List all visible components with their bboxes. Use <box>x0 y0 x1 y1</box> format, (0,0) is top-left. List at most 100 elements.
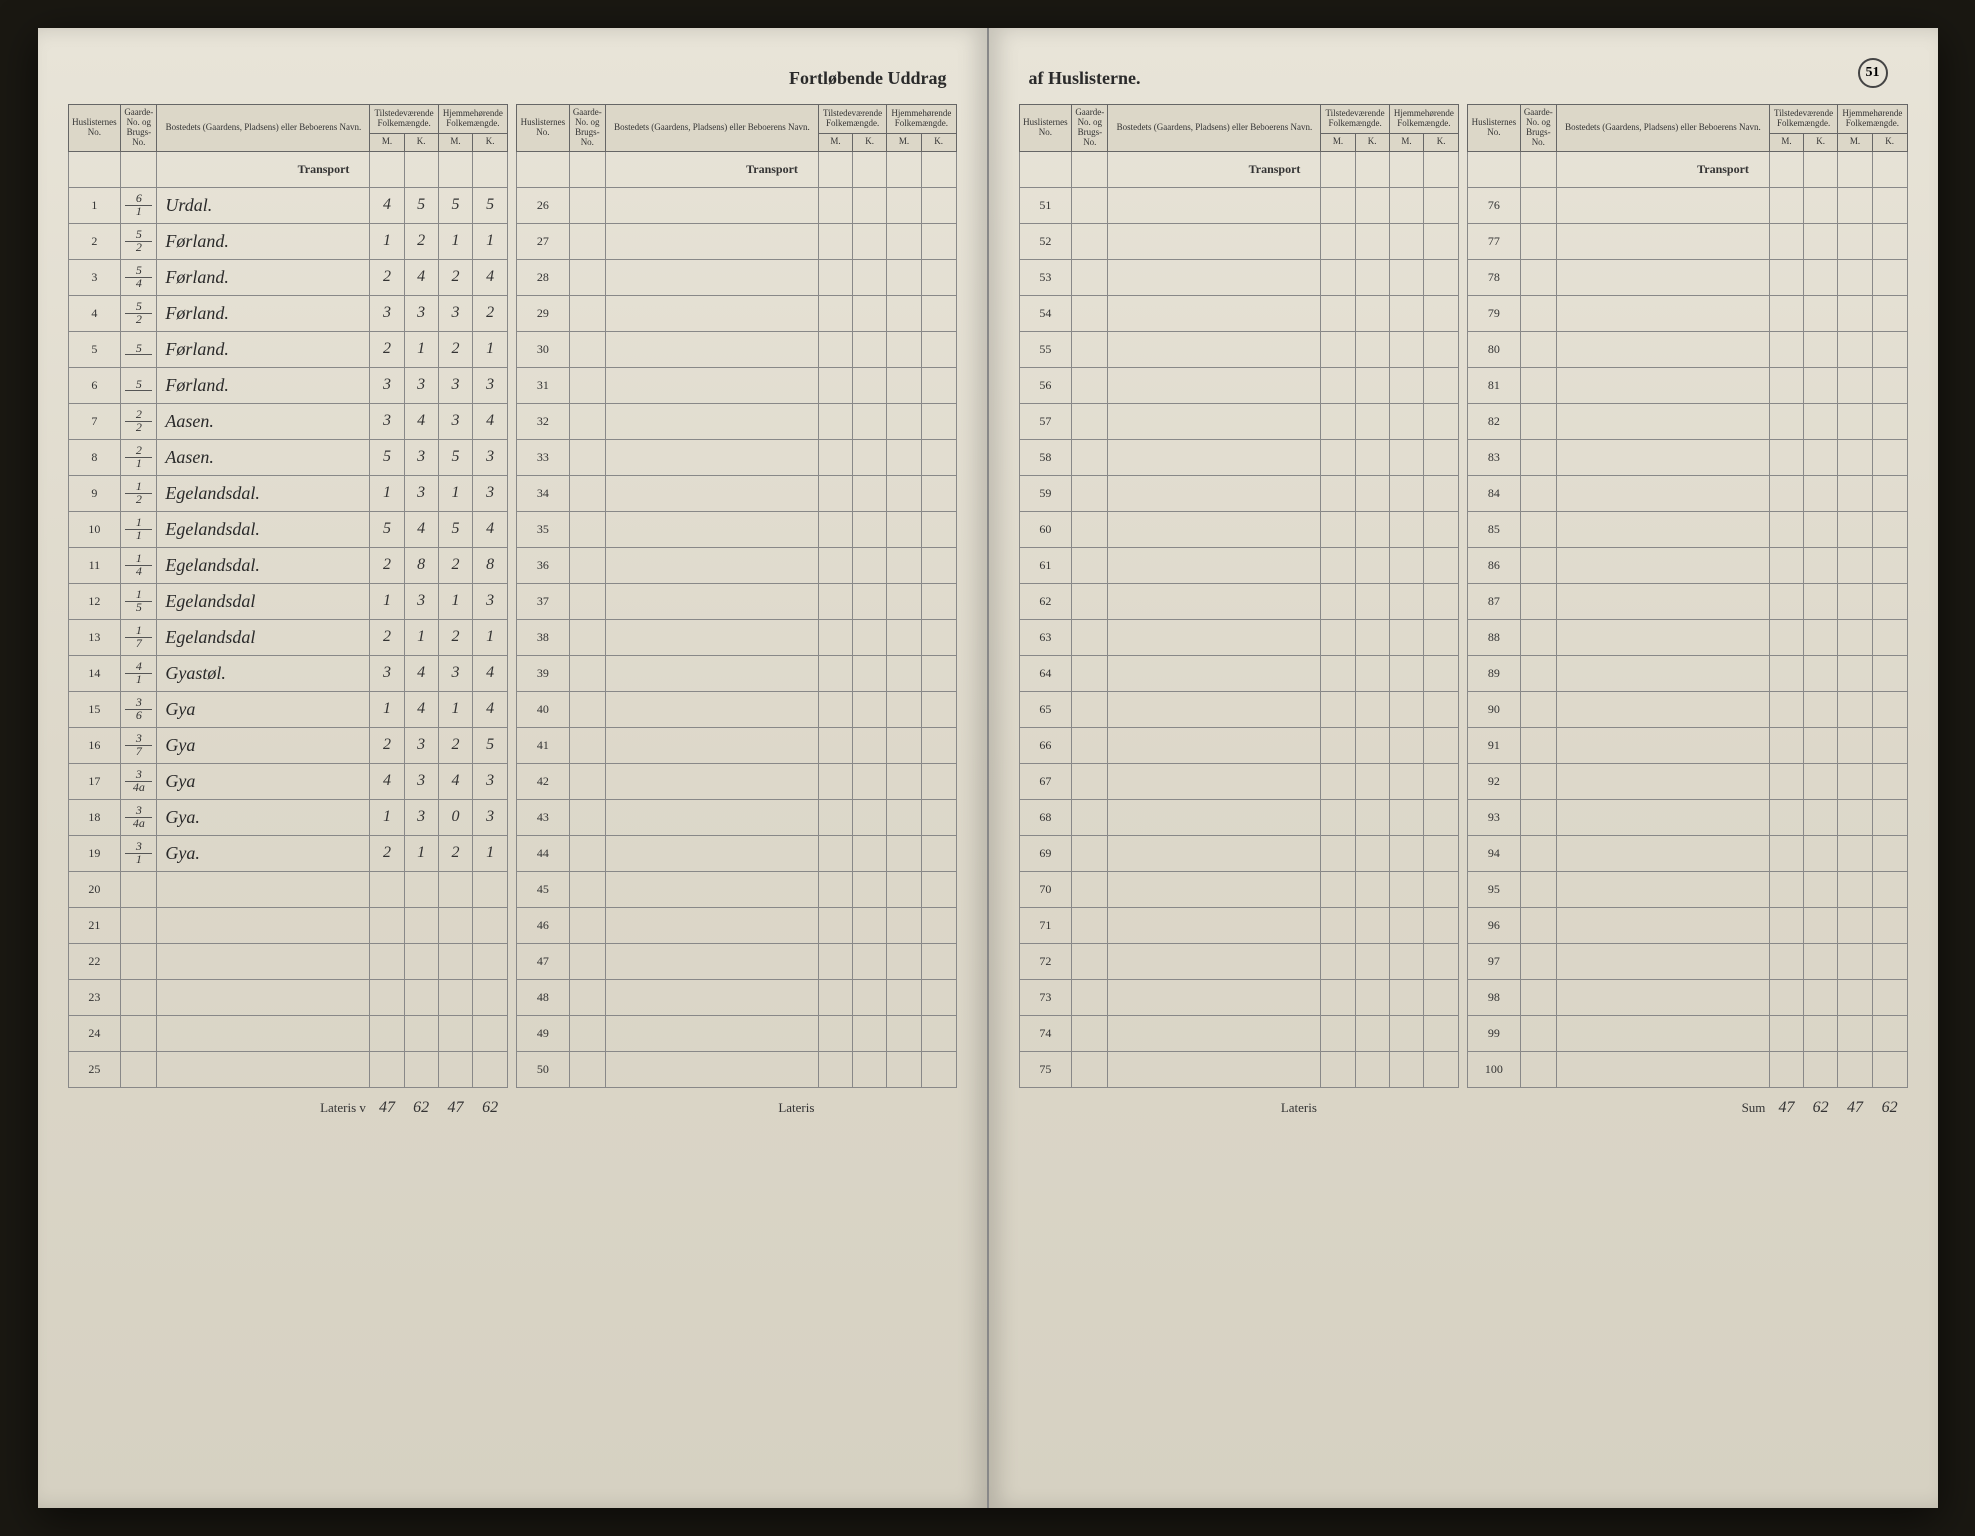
tilstede-k: 3 <box>404 367 438 403</box>
row-number: 65 <box>1019 691 1072 727</box>
ledger-table-4: Huslisternes No. Gaarde-No. og Brugs-No.… <box>1467 104 1908 1123</box>
col-gaarde: Gaarde-No. og Brugs-No. <box>1072 105 1108 152</box>
col-hjemme: Hjemmehørende Folkemængde. <box>1389 105 1458 134</box>
tilstede-k <box>404 1015 438 1051</box>
row-number: 46 <box>517 907 570 943</box>
row-number: 33 <box>517 439 570 475</box>
tilstede-k: 4 <box>404 511 438 547</box>
tilstede-k <box>404 907 438 943</box>
row-number: 10 <box>68 511 121 547</box>
hjemme-k: 5 <box>473 727 508 763</box>
table-row: 33 <box>517 439 957 475</box>
table-row: 31 <box>517 367 957 403</box>
table-row: 26 <box>517 187 957 223</box>
table-row: 24 <box>68 1015 508 1051</box>
table-row: 39 <box>517 655 957 691</box>
bosted-name: Førland. <box>157 295 370 331</box>
row-number: 87 <box>1468 583 1521 619</box>
hjemme-k: 3 <box>473 583 508 619</box>
bosted-name: Aasen. <box>157 403 370 439</box>
table-row: 13 17 Egelandsdal 2 1 2 1 <box>68 619 508 655</box>
col-tk: K. <box>1804 133 1838 151</box>
table-row: 49 <box>517 1015 957 1051</box>
bosted-name <box>157 979 370 1015</box>
gaarde-no: 34a <box>121 763 157 799</box>
tilstede-m: 5 <box>370 439 404 475</box>
table-row: 9 12 Egelandsdal. 1 3 1 3 <box>68 475 508 511</box>
hjemme-k: 1 <box>473 619 508 655</box>
row-number: 62 <box>1019 583 1072 619</box>
row-number: 32 <box>517 403 570 439</box>
bosted-name: Gya. <box>157 835 370 871</box>
tilstede-k: 3 <box>404 439 438 475</box>
transport-label: Transport <box>605 151 818 187</box>
col-hk: K. <box>1424 133 1459 151</box>
hjemme-k: 3 <box>473 763 508 799</box>
table-row: 55 <box>1019 331 1459 367</box>
tilstede-m: 1 <box>370 475 404 511</box>
col-bosted: Bostedets (Gaardens, Pladsens) eller Beb… <box>1108 105 1321 152</box>
hjemme-k: 4 <box>473 655 508 691</box>
row-number: 98 <box>1468 979 1521 1015</box>
gaarde-no <box>121 871 157 907</box>
table-row: 10 11 Egelandsdal. 5 4 5 4 <box>68 511 508 547</box>
gaarde-no: 61 <box>121 187 157 223</box>
table-row: 88 <box>1468 619 1908 655</box>
table-row: 23 <box>68 979 508 1015</box>
row-number: 6 <box>68 367 121 403</box>
ledger-table-3: Huslisternes No. Gaarde-No. og Brugs-No.… <box>1019 104 1460 1123</box>
hjemme-m <box>438 979 473 1015</box>
total-hk: 62 <box>473 1087 508 1123</box>
row-number: 24 <box>68 1015 121 1051</box>
row-number: 36 <box>517 547 570 583</box>
tilstede-m <box>370 1015 404 1051</box>
tilstede-m: 1 <box>370 223 404 259</box>
hjemme-m: 1 <box>438 223 473 259</box>
hjemme-m: 1 <box>438 691 473 727</box>
table-row: 57 <box>1019 403 1459 439</box>
row-number: 95 <box>1468 871 1521 907</box>
tilstede-k: 3 <box>404 583 438 619</box>
gaarde-no: 5 <box>121 367 157 403</box>
bosted-name: Førland. <box>157 367 370 403</box>
table-row: 66 <box>1019 727 1459 763</box>
table-row: 79 <box>1468 295 1908 331</box>
table-row: 1 61 Urdal. 4 5 5 5 <box>68 187 508 223</box>
table-row: 99 <box>1468 1015 1908 1051</box>
tilstede-m <box>370 871 404 907</box>
hjemme-m: 3 <box>438 655 473 691</box>
table-row: 14 41 Gyastøl. 3 4 3 4 <box>68 655 508 691</box>
row-number: 30 <box>517 331 570 367</box>
col-huslisternes: Huslisternes No. <box>68 105 121 152</box>
col-tilstede: Tilstedeværende Folkemængde. <box>1769 105 1837 134</box>
row-number: 7 <box>68 403 121 439</box>
hjemme-k: 4 <box>473 259 508 295</box>
row-number: 8 <box>68 439 121 475</box>
tilstede-m <box>370 943 404 979</box>
col-tk: K. <box>404 133 438 151</box>
row-number: 34 <box>517 475 570 511</box>
hjemme-m <box>438 907 473 943</box>
row-number: 17 <box>68 763 121 799</box>
table-row: 53 <box>1019 259 1459 295</box>
table-row: 19 31 Gya. 2 1 2 1 <box>68 835 508 871</box>
table-row: 100 <box>1468 1051 1908 1087</box>
table-row: 44 <box>517 835 957 871</box>
col-gaarde: Gaarde-No. og Brugs-No. <box>569 105 605 152</box>
tilstede-k: 4 <box>404 655 438 691</box>
bosted-name: Urdal. <box>157 187 370 223</box>
panel-1: Huslisternes No. Gaarde-No. og Brugs-No.… <box>68 104 509 1123</box>
row-number: 18 <box>68 799 121 835</box>
col-hk: K. <box>921 133 956 151</box>
row-number: 57 <box>1019 403 1072 439</box>
row-number: 19 <box>68 835 121 871</box>
gaarde-no: 11 <box>121 511 157 547</box>
col-hm: M. <box>438 133 473 151</box>
tilstede-m: 3 <box>370 403 404 439</box>
row-number: 21 <box>68 907 121 943</box>
hjemme-k <box>473 871 508 907</box>
left-page: Fortløbende Uddrag Huslisternes No. Gaar… <box>38 28 989 1508</box>
table-row: 12 15 Egelandsdal 1 3 1 3 <box>68 583 508 619</box>
table-row: 63 <box>1019 619 1459 655</box>
table-row: 97 <box>1468 943 1908 979</box>
